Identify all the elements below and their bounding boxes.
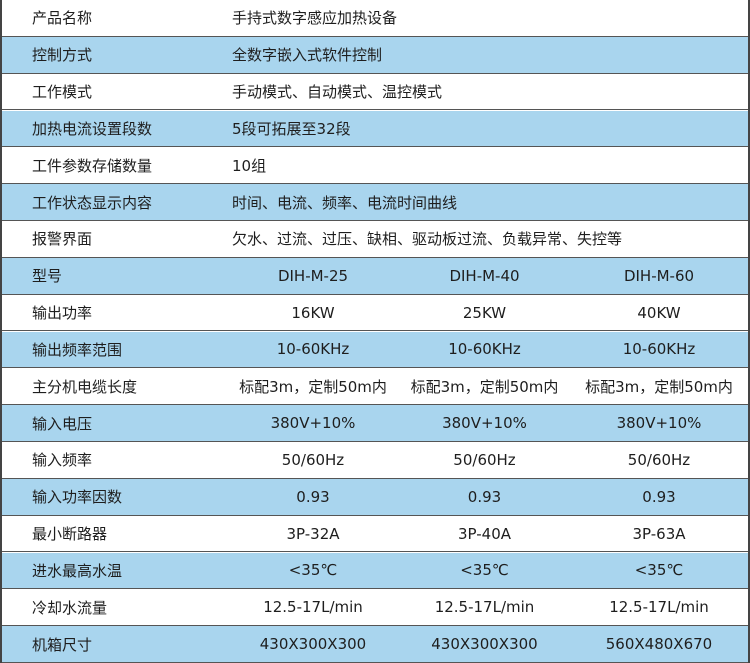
row-value: 手动模式、自动模式、温控模式 <box>232 83 443 102</box>
row-label: 工作模式 <box>32 83 93 102</box>
model-value: DIH-M-25 <box>277 266 349 285</box>
table-row: 输入电压 380V+10% 380V+10% 380V+10% <box>2 405 748 442</box>
model-value: DIH-M-40 <box>449 266 520 285</box>
table-row: 工件参数存储数量 10组 <box>2 147 748 185</box>
table-row: 进水最高水温 <35℃ <35℃ <35℃ <box>2 552 748 590</box>
model-value: 12.5-17L/min <box>263 598 363 617</box>
row-label: 工作状态显示内容 <box>32 193 153 212</box>
model-value: 标配3m，定制50m内 <box>585 377 733 396</box>
row-label: 机箱尺寸 <box>32 635 93 654</box>
row-label: 输出功率 <box>32 304 93 323</box>
model-value: 25KW <box>462 303 507 322</box>
table-row: 机箱尺寸 430X300X300 430X300X300 560X480X670 <box>2 626 748 663</box>
model-value: 50/60Hz <box>453 450 516 469</box>
table-row: 控制方式 全数字嵌入式软件控制 <box>2 36 748 74</box>
model-value: 380V+10% <box>270 414 356 433</box>
model-value: 标配3m，定制50m内 <box>239 377 387 396</box>
row-label: 输入频率 <box>32 451 93 470</box>
table-row: 工作状态显示内容 时间、电流、频率、电流时间曲线 <box>2 184 748 221</box>
model-value: 10-60KHz <box>622 340 696 359</box>
row-label: 工件参数存储数量 <box>32 156 153 175</box>
row-value: 时间、电流、频率、电流时间曲线 <box>232 193 458 212</box>
model-value: 380V+10% <box>616 414 702 433</box>
row-value: 全数字嵌入式软件控制 <box>232 46 383 65</box>
model-value: <35℃ <box>460 561 509 580</box>
model-value: 10-60KHz <box>276 340 350 359</box>
row-label: 输出频率范围 <box>32 340 123 359</box>
model-value: 430X300X300 <box>431 635 538 654</box>
model-value: 50/60Hz <box>627 450 691 469</box>
row-label: 型号 <box>32 267 63 286</box>
table-row: 产品名称 手持式数字感应加热设备 <box>2 0 748 37</box>
model-value: 430X300X300 <box>259 635 367 654</box>
row-value: 10组 <box>232 156 267 175</box>
model-value: 3P-40A <box>457 524 512 543</box>
row-label: 进水最高水温 <box>32 561 123 580</box>
table-row: 输出频率范围 10-60KHz 10-60KHz 10-60KHz <box>2 331 748 369</box>
model-value: <35℃ <box>634 561 684 580</box>
model-value: DIH-M-60 <box>623 266 695 285</box>
table-row: 输入功率因数 0.93 0.93 0.93 <box>2 478 748 516</box>
model-value: 标配3m，定制50m内 <box>410 377 559 396</box>
row-value: 5段可拓展至32段 <box>232 119 351 138</box>
table-row: 输入频率 50/60Hz 50/60Hz 50/60Hz <box>2 442 748 479</box>
table-row: 最小断路器 3P-32A 3P-40A 3P-63A <box>2 516 748 553</box>
row-label: 冷却水流量 <box>32 598 108 617</box>
row-label: 输入电压 <box>32 414 93 433</box>
row-label: 报警界面 <box>32 230 93 249</box>
table-row: 报警界面 欠水、过流、过压、缺相、驱动板过流、负载异常、失控等 <box>2 221 748 258</box>
model-value: 16KW <box>291 303 335 322</box>
model-value: 10-60KHz <box>448 340 521 359</box>
model-value: 40KW <box>637 303 681 322</box>
model-value: 0.93 <box>296 487 330 506</box>
row-label: 产品名称 <box>32 9 93 28</box>
model-value: 12.5-17L/min <box>434 598 535 617</box>
table-row: 加热电流设置段数 5段可拓展至32段 <box>2 110 748 148</box>
model-value: 50/60Hz <box>281 450 345 469</box>
model-value: 0.93 <box>642 487 676 506</box>
model-value: 560X480X670 <box>605 635 713 654</box>
row-value: 手持式数字感应加热设备 <box>232 9 398 28</box>
row-value: 欠水、过流、过压、缺相、驱动板过流、负载异常、失控等 <box>232 230 623 249</box>
model-value: 3P-32A <box>286 524 340 543</box>
model-value: 380V+10% <box>442 414 527 433</box>
row-label: 加热电流设置段数 <box>32 119 153 138</box>
table-row: 输出功率 16KW 25KW 40KW <box>2 295 748 332</box>
model-value: <35℃ <box>288 561 338 580</box>
model-value: 12.5-17L/min <box>609 598 709 617</box>
row-label: 主分机电缆长度 <box>32 377 138 396</box>
model-value: 0.93 <box>467 487 502 506</box>
row-label: 最小断路器 <box>32 525 108 544</box>
model-value: 3P-63A <box>632 524 686 543</box>
row-label: 控制方式 <box>32 46 93 65</box>
row-label: 输入功率因数 <box>32 488 123 507</box>
table-row: 冷却水流量 12.5-17L/min 12.5-17L/min 12.5-17L/mi… <box>2 589 748 627</box>
table-row: 主分机电缆长度 标配3m，定制50m内 标配3m，定制50m内 标配3m，定制50m内 <box>2 368 748 406</box>
table-row: 工作模式 手动模式、自动模式、温控模式 <box>2 74 748 111</box>
table-row: 型号 DIH-M-25 DIH-M-40 DIH-M-60 <box>2 257 748 295</box>
